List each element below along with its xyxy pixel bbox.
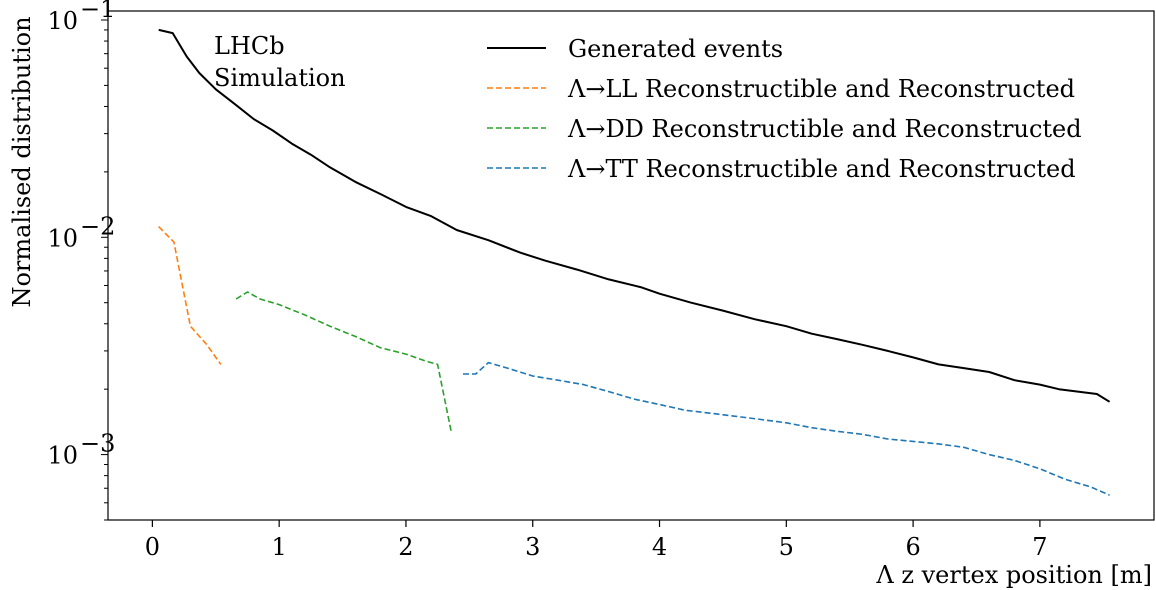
legend-label-tt: Λ→TT Reconstructible and Reconstructed — [567, 155, 1076, 183]
series-line-3 — [463, 361, 1110, 496]
annotation-line-1: LHCb — [214, 32, 285, 60]
series-layer — [158, 28, 1111, 496]
x-tick-label: 4 — [652, 533, 667, 561]
y-tick-exponent: −3 — [80, 430, 115, 458]
y-axis: 10−310−210−1 — [47, 0, 115, 521]
x-tick-label: 5 — [779, 533, 794, 561]
y-axis-label: Normalised distribution — [8, 16, 36, 307]
series-line-0 — [158, 28, 1111, 403]
legend-label-dd: Λ→DD Reconstructible and Reconstructed — [567, 115, 1082, 143]
y-tick-label: 10 — [47, 224, 78, 252]
legend-label-ll: Λ→LL Reconstructible and Reconstructed — [567, 75, 1075, 103]
x-tick-label: 6 — [905, 533, 920, 561]
series-line-1 — [158, 226, 222, 365]
annotation-line-2: Simulation — [214, 64, 346, 92]
x-tick-label: 7 — [1032, 533, 1047, 561]
legend-label-generated: Generated events — [568, 35, 783, 63]
x-tick-label: 1 — [272, 533, 287, 561]
x-axis: 0 1 2 3 4 5 6 7 — [145, 520, 1048, 561]
x-axis-label: Λ z vertex position [m] — [875, 561, 1152, 589]
y-tick-label: 10 — [47, 442, 78, 470]
x-tick-label: 0 — [145, 533, 160, 561]
x-tick-label: 2 — [398, 533, 413, 561]
x-tick-label: 3 — [525, 533, 540, 561]
y-tick-exponent: −1 — [80, 0, 115, 23]
plot-frame — [107, 10, 1155, 521]
legend: Generated events Λ→LL Reconstructible an… — [487, 35, 1082, 183]
y-tick-exponent: −2 — [80, 212, 115, 240]
series-line-2 — [235, 291, 453, 434]
y-tick-label: 10 — [47, 7, 78, 35]
